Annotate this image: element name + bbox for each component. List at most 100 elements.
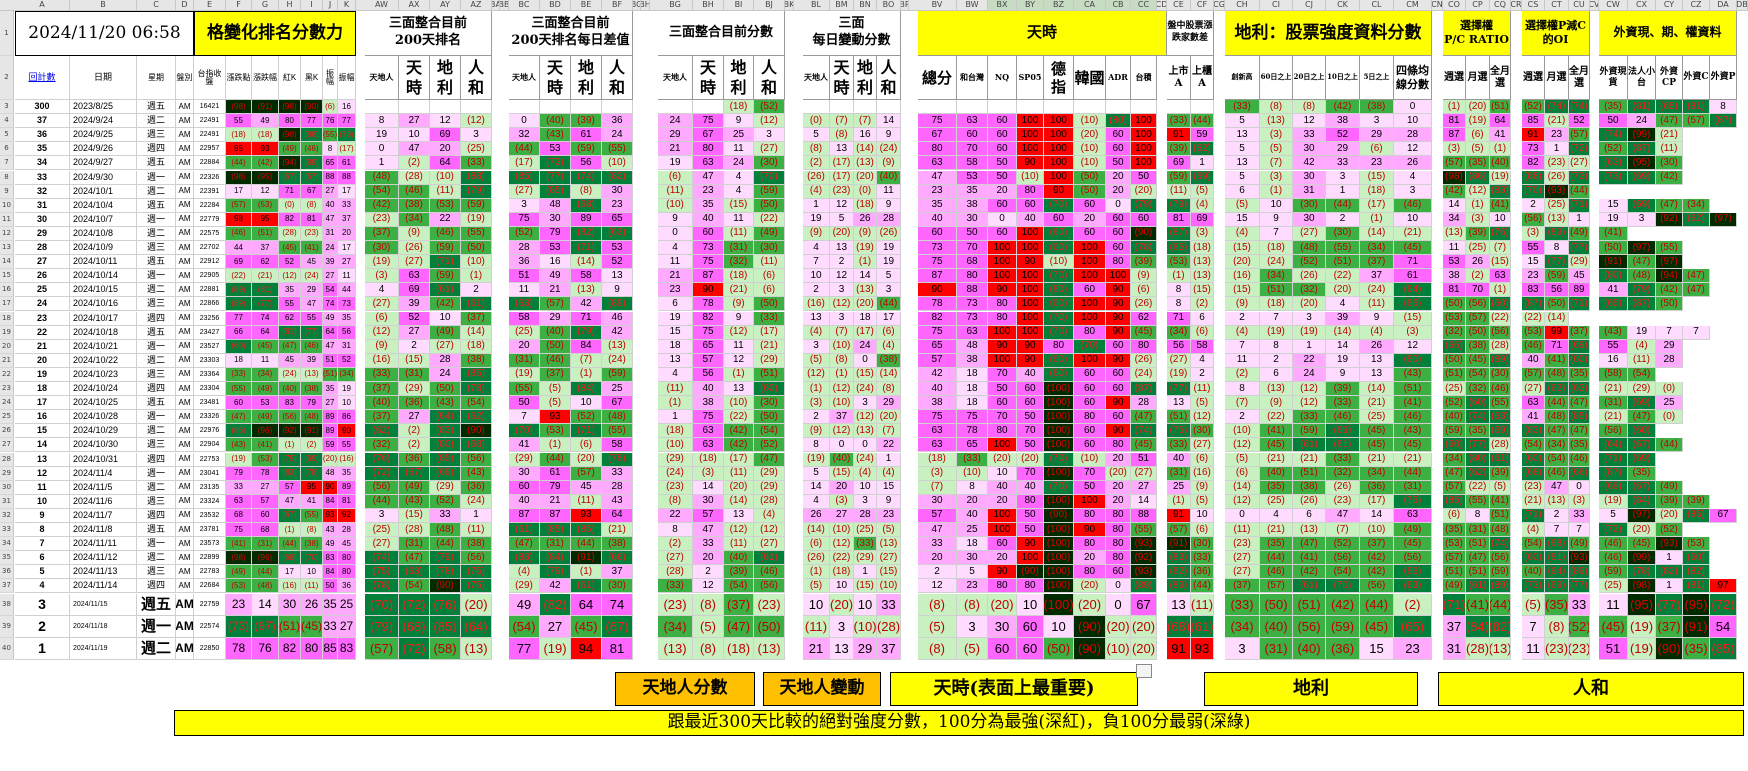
column-letter-az[interactable]: AZ	[461, 0, 492, 11]
column-letter-cd[interactable]: CD	[1157, 0, 1167, 11]
row-value: (79)	[1131, 198, 1157, 213]
row-count: 3	[15, 593, 70, 616]
column-letter-h[interactable]: H	[279, 0, 301, 11]
column-letter-bb[interactable]: BB	[500, 0, 509, 11]
row-value: (10)	[658, 198, 693, 213]
column-letter-cp[interactable]: CP	[1466, 0, 1490, 11]
column-letter-bk[interactable]: BK	[785, 0, 794, 11]
row-change-3: (77)	[301, 325, 323, 340]
column-letter-ca[interactable]: CA	[1074, 0, 1106, 11]
column-letter-bl[interactable]: BL	[803, 0, 830, 11]
left-header-0[interactable]: 回計數	[15, 56, 70, 100]
column-letter-k[interactable]: K	[338, 0, 356, 11]
column-letter-co[interactable]: CO	[1443, 0, 1466, 11]
column-letter-g[interactable]: G	[252, 0, 279, 11]
column-letter-i[interactable]: I	[301, 0, 323, 11]
row-weekday: 週一	[137, 269, 176, 284]
column-letter-bz[interactable]: BZ	[1044, 0, 1074, 11]
row-change-3: (78)	[301, 466, 323, 481]
column-letter-ci[interactable]: CI	[1260, 0, 1293, 11]
column-letter-cr[interactable]: CR	[1511, 0, 1522, 11]
row-value: 78	[693, 297, 724, 312]
column-letter-ck[interactable]: CK	[1326, 0, 1360, 11]
row-value: 60	[1074, 382, 1106, 397]
column-letter-bo[interactable]: BO	[877, 0, 901, 11]
column-letter-bp[interactable]: BP	[901, 0, 909, 11]
button-renhe[interactable]: 人和	[1438, 671, 1744, 706]
column-letter-by[interactable]: BY	[1017, 0, 1044, 11]
row-value: 2	[830, 255, 854, 270]
column-letter-bh[interactable]: BH	[641, 0, 650, 11]
column-letter-bg[interactable]: BG	[658, 0, 693, 11]
column-letter-bn[interactable]: BN	[854, 0, 877, 11]
column-letter-ba[interactable]: BA	[492, 0, 500, 11]
button-tdr-change[interactable]: 天地人變動	[763, 671, 881, 706]
column-letter-bx[interactable]: BX	[988, 0, 1017, 11]
column-letter-da[interactable]: DA	[1710, 0, 1737, 11]
column-letter-ch[interactable]: CH	[1225, 0, 1260, 11]
column-letter-cj[interactable]: CJ	[1293, 0, 1326, 11]
column-letter-c[interactable]: C	[137, 0, 176, 11]
column-letter-cm[interactable]: CM	[1394, 0, 1432, 11]
column-letter-bg[interactable]: BG	[633, 0, 641, 11]
row-value: 20	[430, 142, 461, 157]
column-letter-cz[interactable]: CZ	[1683, 0, 1710, 11]
paste-icon[interactable]	[1136, 663, 1152, 678]
row-change-0: (98)	[226, 551, 252, 566]
column-letter-cg[interactable]: CG	[1214, 0, 1225, 11]
column-letter-bd[interactable]: BD	[540, 0, 571, 11]
row-value: 90	[988, 339, 1017, 354]
column-letter-bh[interactable]: BH	[693, 0, 724, 11]
column-letter-f[interactable]: F	[226, 0, 252, 11]
row-value: (54)	[365, 184, 399, 199]
row-value: (98)	[1443, 170, 1466, 185]
button-dili[interactable]: 地利	[1204, 671, 1418, 706]
column-letter-cw[interactable]: CW	[1599, 0, 1628, 11]
column-letter-cc[interactable]: CC	[1131, 0, 1157, 11]
column-letter-cs[interactable]: CS	[1522, 0, 1545, 11]
column-letter-ce[interactable]: CE	[1167, 0, 1191, 11]
row-value: (1)	[1443, 100, 1466, 115]
column-letter-ct[interactable]: CT	[1545, 0, 1569, 11]
row-value: (11)	[461, 523, 492, 538]
column-letter-d[interactable]: D	[176, 0, 194, 11]
row-value: (86)	[1466, 170, 1490, 185]
column-letter-be[interactable]: BE	[571, 0, 602, 11]
column-letter-cq[interactable]: CQ	[1490, 0, 1511, 11]
column-letter-cu[interactable]: CU	[1569, 0, 1590, 11]
column-letter-aw[interactable]: AW	[365, 0, 399, 11]
row-value: 13	[803, 311, 830, 326]
column-letter-e[interactable]: E	[194, 0, 226, 11]
column-letter-a[interactable]: A	[15, 0, 70, 11]
column-letter-bv[interactable]: BV	[918, 0, 957, 11]
column-letter-ax[interactable]: AX	[399, 0, 430, 11]
column-letter-cx[interactable]: CX	[1628, 0, 1656, 11]
row-change-4: 88	[323, 170, 338, 185]
column-letter-bw[interactable]: BW	[957, 0, 988, 11]
row-value: 80	[1106, 255, 1131, 270]
column-letter-cn[interactable]: CN	[1432, 0, 1443, 11]
column-letter-cl[interactable]: CL	[1360, 0, 1394, 11]
column-letter-b[interactable]: B	[70, 0, 137, 11]
column-letter-cy[interactable]: CY	[1656, 0, 1683, 11]
column-letter-cf[interactable]: CF	[1191, 0, 1214, 11]
column-letter-bm[interactable]: BM	[830, 0, 854, 11]
column-letter-db[interactable]: DB	[1737, 0, 1748, 11]
button-tianshi[interactable]: 天時(表面上最重要)	[890, 671, 1138, 706]
column-letter-bj[interactable]: BJ	[754, 0, 785, 11]
row-value: 52	[1569, 114, 1590, 129]
row-value: (48)	[602, 410, 633, 425]
column-letter-cb[interactable]: CB	[1106, 0, 1131, 11]
column-letter-ay[interactable]: AY	[430, 0, 461, 11]
column-letter-j[interactable]: J	[323, 0, 338, 11]
row-value: (14)	[877, 367, 901, 382]
row-value: 67	[1710, 508, 1737, 523]
row-change-3: (90)	[301, 100, 323, 115]
column-letter-bi[interactable]: BI	[724, 0, 754, 11]
column-letter-bf[interactable]: BF	[602, 0, 633, 11]
column-letter-cv[interactable]: CV	[1590, 0, 1599, 11]
button-tdr-score[interactable]: 天地人分數	[615, 671, 755, 706]
column-letter-bc[interactable]: BC	[509, 0, 540, 11]
row-value: (50)	[430, 382, 461, 397]
row-value: (46)	[540, 353, 571, 368]
